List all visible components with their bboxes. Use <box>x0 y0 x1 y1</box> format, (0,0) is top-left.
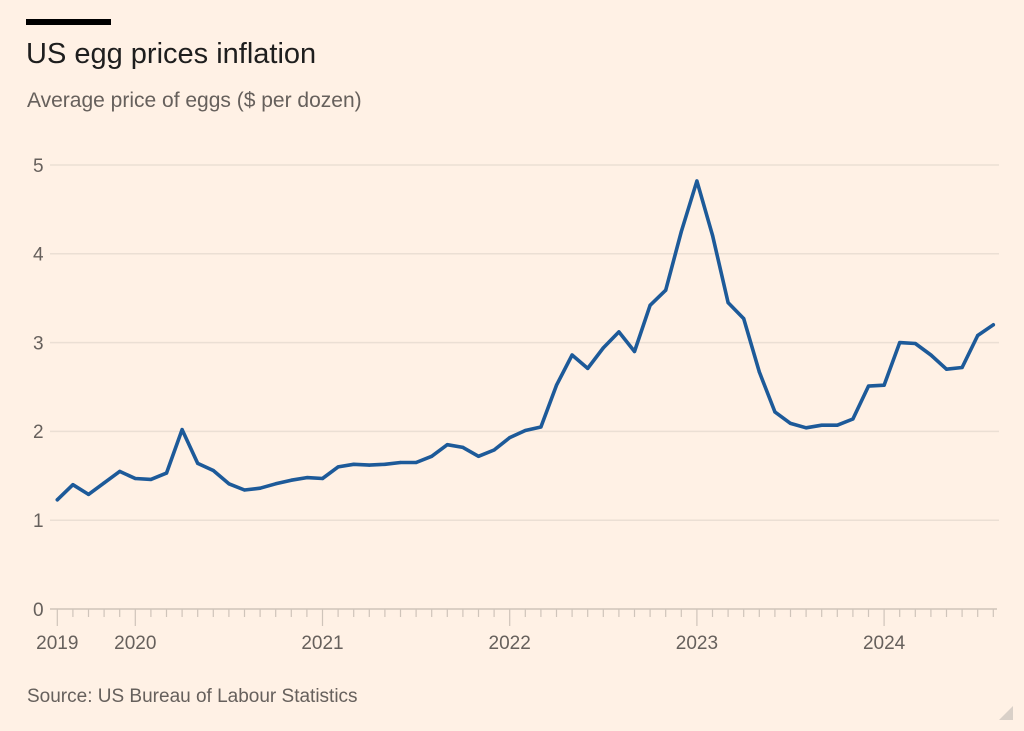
data-point <box>866 384 871 388</box>
data-point <box>258 486 262 490</box>
data-point <box>133 476 137 481</box>
data-point <box>664 288 668 292</box>
x-tick-label: 2020 <box>114 633 156 654</box>
data-point <box>742 317 746 321</box>
data-point <box>554 383 559 387</box>
data-point <box>820 423 824 427</box>
data-point <box>913 341 917 346</box>
data-point <box>929 353 933 357</box>
data-point <box>539 425 543 429</box>
data-point <box>227 482 231 486</box>
data-point <box>508 436 512 440</box>
data-point <box>242 488 247 492</box>
data-point <box>586 366 590 370</box>
y-tick-label: 0 <box>33 600 44 621</box>
data-point <box>492 448 496 452</box>
data-point <box>164 471 169 475</box>
data-point <box>289 478 293 482</box>
data-point <box>118 469 122 473</box>
data-point <box>601 346 605 350</box>
data-point <box>211 468 215 473</box>
data-point <box>710 233 715 237</box>
data-point <box>726 301 730 305</box>
data-point <box>196 461 200 465</box>
data-point <box>976 333 980 338</box>
data-point <box>991 323 995 327</box>
data-point <box>71 483 75 487</box>
data-point <box>336 465 340 469</box>
data-point <box>788 421 793 426</box>
y-tick-label: 1 <box>33 511 44 532</box>
data-point <box>835 423 839 427</box>
data-point <box>461 445 465 449</box>
x-tick-label: 2021 <box>301 633 343 654</box>
data-point <box>414 460 418 465</box>
data-point <box>898 341 902 345</box>
data-point <box>367 463 371 467</box>
data-point <box>305 475 309 480</box>
data-point <box>632 349 637 354</box>
data-point <box>617 330 621 334</box>
x-tick-label: 2019 <box>36 633 78 654</box>
x-tick-label: 2022 <box>489 633 531 654</box>
data-point <box>430 454 434 458</box>
y-tick-label: 2 <box>33 422 44 443</box>
data-point <box>352 462 356 466</box>
data-point <box>960 365 964 370</box>
y-tick-label: 3 <box>33 333 44 354</box>
data-point <box>648 303 652 307</box>
data-point <box>149 477 153 481</box>
data-point <box>55 498 59 502</box>
data-point <box>180 428 184 432</box>
series <box>55 179 996 502</box>
data-point <box>944 367 949 371</box>
x-tick-label: 2024 <box>863 633 906 654</box>
y-tick-label: 4 <box>33 245 44 266</box>
resize-handle-icon[interactable] <box>999 706 1013 720</box>
data-point <box>773 410 777 414</box>
x-axis-labels: 2019 2020 2021 2022 2023 2024 <box>36 633 906 654</box>
data-point <box>757 370 761 374</box>
data-point <box>274 482 278 486</box>
data-point <box>679 230 683 234</box>
data-point <box>804 426 808 430</box>
data-point <box>398 460 403 465</box>
title-rule <box>26 19 111 25</box>
data-point <box>523 428 527 433</box>
data-point <box>695 179 699 183</box>
data-point <box>102 481 106 485</box>
x-tick-label: 2023 <box>676 633 718 654</box>
data-point <box>570 353 574 357</box>
gridlines <box>50 164 999 521</box>
x-axis <box>50 608 997 626</box>
data-point <box>320 476 325 481</box>
y-axis-labels: 0 1 2 3 4 5 <box>33 156 44 621</box>
series-line <box>55 179 996 502</box>
data-point <box>476 454 481 458</box>
data-point <box>882 383 886 387</box>
data-point <box>445 443 449 447</box>
data-point <box>383 462 387 466</box>
chart-title: US egg prices inflation <box>26 38 317 70</box>
y-tick-label: 5 <box>33 156 44 177</box>
chart-subtitle: Average price of eggs ($ per dozen) <box>27 89 362 112</box>
source-note: Source: US Bureau of Labour Statistics <box>27 686 358 707</box>
data-point <box>86 492 91 497</box>
data-point <box>851 417 855 421</box>
